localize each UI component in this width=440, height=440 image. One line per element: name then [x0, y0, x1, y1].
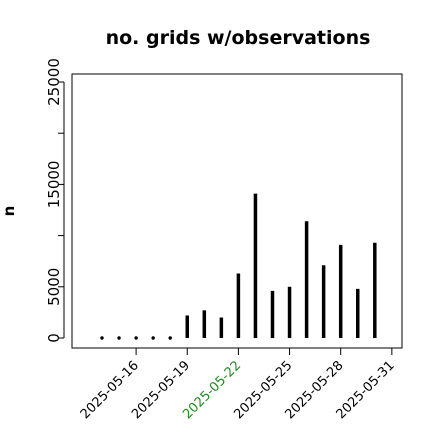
bar-zero-dot	[134, 336, 138, 340]
bars	[100, 193, 377, 340]
y-axis-label: n	[0, 206, 18, 217]
bar-zero-dot	[100, 336, 104, 340]
chart-title: no. grids w/observations	[106, 27, 371, 49]
y-tick-label: 5000	[45, 268, 63, 306]
bar-zero-dot	[151, 336, 155, 340]
bar-zero-dot	[168, 336, 172, 340]
x-axis: 2025-05-162025-05-192025-05-222025-05-25…	[78, 347, 398, 422]
y-tick-label: 15000	[45, 161, 63, 209]
y-tick-label: 0	[45, 333, 63, 343]
y-axis: 0 5000 15000 25000	[45, 58, 65, 343]
bar-zero-dot	[117, 336, 121, 340]
y-tick-label: 25000	[45, 58, 63, 106]
